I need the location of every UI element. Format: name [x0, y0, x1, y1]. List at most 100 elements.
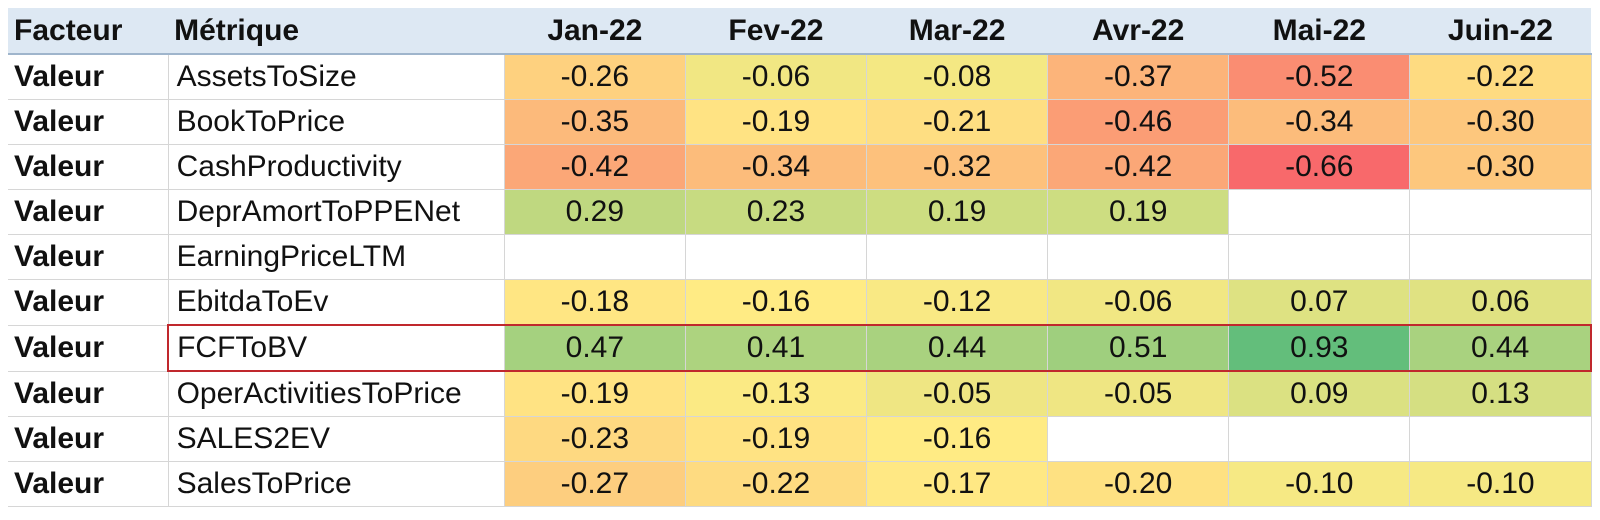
- value-cell: -0.42: [503, 144, 686, 190]
- metric-cell: EarningPriceLTM: [167, 234, 505, 280]
- metric-cell: CashProductivity: [167, 144, 505, 190]
- metric-cell: FCFToBV: [167, 324, 505, 372]
- value-cell: -0.52: [1228, 53, 1411, 100]
- factor-cell: Valeur: [8, 416, 169, 462]
- table-row: Valeur EarningPriceLTM: [8, 234, 1592, 280]
- value-cell: -0.10: [1228, 461, 1411, 507]
- value-cell: -0.42: [1047, 144, 1230, 190]
- factor-cell: Valeur: [8, 370, 169, 417]
- metric-cell: SALES2EV: [167, 416, 505, 462]
- value-cell: -0.22: [684, 461, 868, 507]
- value-cell: -0.16: [866, 416, 1049, 462]
- value-cell: -0.16: [684, 279, 868, 326]
- value-cell: 0.29: [503, 189, 686, 235]
- heatmap-table-container: Facteur Métrique Jan-22 Fev-22 Mar-22 Av…: [8, 8, 1593, 507]
- value-cell: [1228, 416, 1411, 462]
- value-cell: -0.06: [1047, 279, 1230, 326]
- metric-cell: OperActivitiesToPrice: [167, 370, 505, 417]
- value-cell: -0.19: [684, 99, 868, 145]
- value-cell: [1409, 234, 1592, 280]
- value-cell: -0.27: [503, 461, 686, 507]
- table-row: Valeur BookToPrice -0.35 -0.19 -0.21 -0.46 -0.…: [8, 99, 1592, 145]
- value-cell: 0.44: [1409, 324, 1593, 372]
- metric-cell: SalesToPrice: [167, 461, 505, 507]
- metric-cell: AssetsToSize: [167, 53, 505, 100]
- value-cell: 0.44: [866, 324, 1049, 372]
- value-cell: -0.46: [1047, 99, 1230, 145]
- value-cell: 0.19: [866, 189, 1049, 235]
- value-cell: -0.19: [684, 416, 868, 462]
- value-cell: [1228, 189, 1411, 235]
- value-cell: [684, 234, 868, 280]
- value-cell: -0.34: [684, 144, 868, 190]
- factor-cell: Valeur: [8, 279, 169, 326]
- value-cell: -0.37: [1047, 53, 1230, 100]
- value-cell: 0.51: [1047, 324, 1230, 372]
- value-cell: -0.05: [1047, 370, 1230, 417]
- header-row: Facteur Métrique Jan-22 Fev-22 Mar-22 Av…: [8, 8, 1591, 55]
- value-cell: -0.12: [866, 279, 1049, 326]
- header-month: Avr-22: [1047, 8, 1229, 55]
- table-row: Valeur EbitdaToEv -0.18 -0.16 -0.12 -0.06 0.07…: [8, 279, 1592, 326]
- value-cell: -0.66: [1228, 144, 1411, 190]
- value-cell: 0.47: [503, 324, 686, 372]
- value-cell: -0.18: [503, 279, 686, 326]
- value-cell: -0.13: [684, 370, 868, 417]
- value-cell: 0.09: [1228, 370, 1411, 417]
- value-cell: -0.26: [503, 53, 686, 100]
- value-cell: -0.19: [503, 370, 686, 417]
- value-cell: -0.10: [1409, 461, 1592, 507]
- table-row: Valeur SalesToPrice -0.27 -0.22 -0.17 -0.20 -0…: [8, 461, 1592, 507]
- header-factor: Facteur: [8, 8, 169, 55]
- factor-cell: Valeur: [8, 234, 169, 280]
- value-cell: 0.23: [684, 189, 868, 235]
- value-cell: -0.20: [1047, 461, 1230, 507]
- table-row: Valeur CashProductivity -0.42 -0.34 -0.32 -0.…: [8, 144, 1592, 190]
- value-cell: [1409, 189, 1592, 235]
- value-cell: -0.30: [1409, 144, 1592, 190]
- factor-cell: Valeur: [8, 324, 169, 372]
- value-cell: [866, 234, 1049, 280]
- value-cell: 0.06: [1409, 279, 1592, 326]
- value-cell: [1228, 234, 1411, 280]
- value-cell: -0.32: [866, 144, 1049, 190]
- table-row: Valeur DeprAmortToPPENet 0.29 0.23 0.19 0.19: [8, 189, 1592, 235]
- header-month: Juin-22: [1409, 8, 1591, 55]
- value-cell: -0.21: [866, 99, 1049, 145]
- header-month: Mar-22: [866, 8, 1048, 55]
- header-metric: Métrique: [168, 8, 505, 55]
- heatmap-table: Facteur Métrique Jan-22 Fev-22 Mar-22 Av…: [8, 8, 1593, 507]
- value-cell: -0.34: [1228, 99, 1411, 145]
- value-cell: 0.93: [1228, 324, 1411, 372]
- table-row: Valeur OperActivitiesToPrice -0.19 -0.13 -0.…: [8, 370, 1592, 417]
- value-cell: -0.23: [503, 416, 686, 462]
- factor-cell: Valeur: [8, 144, 169, 190]
- factor-cell: Valeur: [8, 53, 169, 100]
- value-cell: 0.41: [684, 324, 868, 372]
- factor-cell: Valeur: [8, 461, 169, 507]
- table-row: Valeur AssetsToSize -0.26 -0.06 -0.08 -0.37 -0…: [8, 53, 1592, 100]
- value-cell: [503, 234, 686, 280]
- value-cell: 0.07: [1228, 279, 1411, 326]
- value-cell: -0.22: [1409, 53, 1592, 100]
- header-month: Fev-22: [685, 8, 867, 55]
- factor-cell: Valeur: [8, 99, 169, 145]
- metric-cell: EbitdaToEv: [167, 279, 505, 326]
- value-cell: [1047, 234, 1230, 280]
- table-row: Valeur SALES2EV -0.23 -0.19 -0.16: [8, 416, 1592, 462]
- value-cell: -0.08: [866, 53, 1049, 100]
- value-cell: [1047, 416, 1230, 462]
- value-cell: -0.17: [866, 461, 1049, 507]
- value-cell: 0.19: [1047, 189, 1230, 235]
- metric-cell: DeprAmortToPPENet: [167, 189, 505, 235]
- value-cell: -0.05: [866, 370, 1049, 417]
- value-cell: -0.30: [1409, 99, 1592, 145]
- factor-cell: Valeur: [8, 189, 169, 235]
- value-cell: -0.06: [684, 53, 868, 100]
- table-row: Valeur FCFToBV 0.47 0.41 0.44 0.51 0.93 0.44: [8, 324, 1593, 372]
- value-cell: -0.35: [503, 99, 686, 145]
- heatmap-body: Valeur AssetsToSize -0.26 -0.06 -0.08 -0.37 -0…: [8, 53, 1593, 507]
- value-cell: 0.13: [1409, 370, 1592, 417]
- metric-cell: BookToPrice: [167, 99, 505, 145]
- header-month: Jan-22: [504, 8, 686, 55]
